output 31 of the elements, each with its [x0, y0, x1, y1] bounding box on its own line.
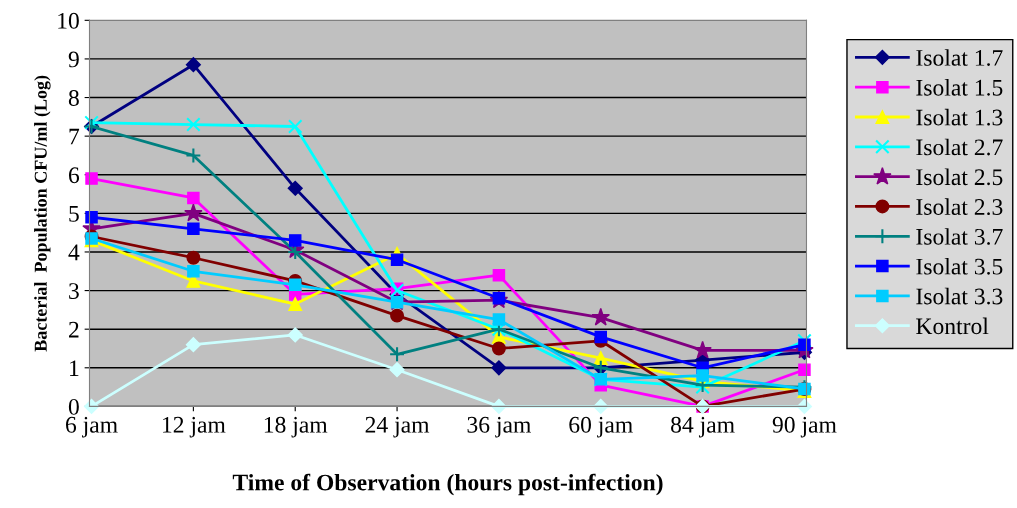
legend-label: Isolat 3.3 — [916, 287, 1003, 305]
legend-label: Isolat 3.5 — [916, 257, 1003, 275]
x-tick-label: 36 jam — [467, 416, 531, 438]
x-tick-label: 84 jam — [671, 416, 735, 438]
y-tick-label: 4 — [68, 244, 80, 261]
legend-label: Isolat 1.7 — [916, 49, 1003, 66]
x-tick-label: 24 jam — [365, 416, 430, 438]
y-tick-label: 1 — [70, 360, 79, 376]
legend-label: Isolat 2.7 — [916, 138, 1003, 156]
y-tick-label: 10 — [58, 12, 79, 29]
legend-label: Isolat 3.7 — [916, 228, 1003, 245]
y-tick-label: 8 — [68, 90, 79, 106]
legend-label: Kontrol — [916, 317, 989, 335]
x-tick-label: 12 jam — [162, 416, 226, 438]
x-tick-label: 6 jam — [65, 416, 118, 438]
y-axis-title: Bacterial Population CFU/ml (Log) — [34, 75, 51, 352]
y-tick-label: 6 — [68, 167, 80, 184]
x-tick-label: 90 jam — [772, 416, 837, 438]
legend-label: Isolat 2.3 — [916, 198, 1003, 216]
y-tick-label: 7 — [69, 128, 80, 145]
x-axis-title: Time of Observation (hours post-infection) — [232, 473, 663, 496]
y-tick-label: 5 — [69, 206, 79, 222]
legend-label: Isolat 2.5 — [916, 168, 1003, 186]
legend-label: Isolat 1.5 — [916, 79, 1003, 96]
y-tick-label: 2 — [69, 321, 79, 338]
y-tick-label: 0 — [68, 398, 79, 415]
x-tick-label: 18 jam — [264, 416, 328, 438]
x-tick-label: 60 jam — [569, 416, 633, 438]
legend-label: Isolat 1.3 — [916, 108, 1003, 126]
y-tick-label: 3 — [69, 283, 79, 299]
y-tick-label: 9 — [68, 51, 79, 68]
